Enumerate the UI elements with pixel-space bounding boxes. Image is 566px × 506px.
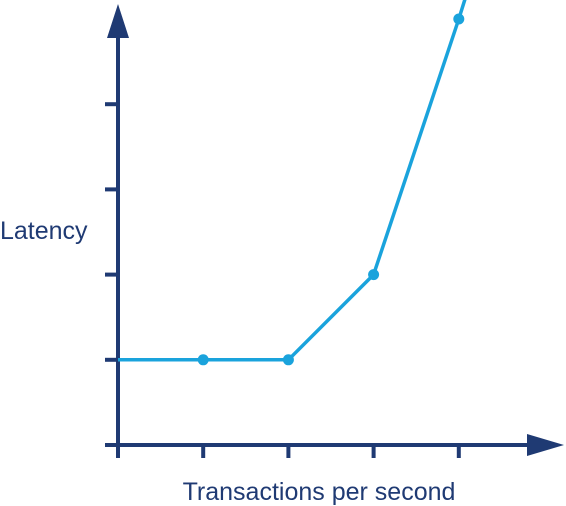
x-axis-arrow-icon xyxy=(527,434,564,456)
data-point xyxy=(197,354,209,366)
data-point xyxy=(453,13,465,25)
series-line xyxy=(118,0,467,362)
y-ticks xyxy=(105,102,118,447)
y-axis-arrow-icon xyxy=(107,4,129,38)
y-axis-label: Latency xyxy=(0,217,88,245)
x-ticks xyxy=(116,445,461,458)
x-axis-label: Transactions per second xyxy=(183,478,456,506)
data-point xyxy=(368,269,380,281)
series-group xyxy=(118,0,467,366)
data-point xyxy=(282,354,294,366)
axes xyxy=(105,4,564,458)
